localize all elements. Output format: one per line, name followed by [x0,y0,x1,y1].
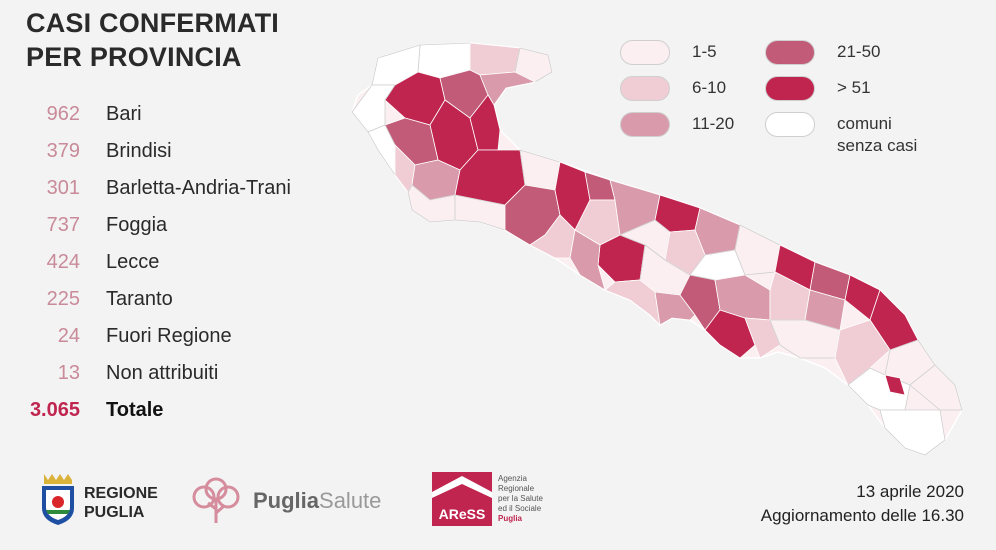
regione-puglia-crest-icon [42,474,74,525]
legend-label-line-1: comuni [837,114,892,133]
stat-value: 225 [46,288,80,310]
stat-row-lecce: 424 Lecce [0,248,340,285]
title-line-2: PER PROVINCIA [26,42,242,72]
stat-row-taranto: 225 Taranto [0,285,340,322]
total-value: 3.065 [29,399,80,421]
aress-logo-icon: AReSS [432,472,492,526]
municipality [514,47,553,83]
page-title: CASI CONFERMATI PER PROVINCIA [26,6,279,74]
municipality [569,229,606,291]
stat-label: Barletta-Andria-Trani [106,177,291,199]
stat-row-bari: 962 Bari [0,100,340,137]
aress-puglia: Puglia [498,514,523,523]
puglia-map [351,42,963,456]
puglia-salute-light: Salute [319,488,382,513]
stat-label: Non attribuiti [106,362,219,384]
stat-row-fuori-regione: 24 Fuori Regione [0,322,340,359]
stat-value: 24 [57,325,80,347]
aress-line: ed il Sociale [498,504,542,513]
update-time: Aggiornamento delle 16.30 [760,506,964,525]
stat-label: Lecce [106,251,160,273]
stat-row-foggia: 737 Foggia [0,211,340,248]
legend-label-line-2: senza casi [837,136,918,155]
stat-row-totale: 3.065 Totale [0,396,340,433]
municipality [879,409,946,456]
map-legend: 1-5 6-10 11-20 21-50 > 51 comuni senza c… [620,40,980,170]
stat-row-brindisi: 379 Brindisi [0,137,340,174]
stat-label: Foggia [106,214,168,236]
legend-swatch [765,112,815,137]
municipality [909,364,963,411]
municipality [734,224,781,276]
stat-value: 301 [46,177,80,199]
legend-label: > 51 [837,78,871,97]
legend-swatch [765,76,815,101]
municipality [407,184,456,223]
aress-logo-text: AReSS [439,506,486,522]
stat-row-non-attribuiti: 13 Non attribuiti [0,359,340,396]
stat-label: Taranto [106,288,173,310]
stat-value: 379 [46,140,80,162]
aress-line: Regionale [498,484,535,493]
update-info: 13 aprile 2020 Aggiornamento delle 16.30 [761,480,964,528]
stat-row-bat: 301 Barletta-Andria-Trani [0,174,340,211]
region-line-1: REGIONE [84,485,158,502]
legend-swatch [620,112,670,137]
legend-label: 21-50 [837,42,881,61]
puglia-salute-tree-icon [192,477,240,523]
stat-label: Bari [106,103,142,125]
aress-agency-text: Agenzia Regionale per la Salute ed il So… [498,474,543,524]
legend-label: 11-20 [692,114,735,133]
aress-line: Agenzia [498,474,527,483]
legend-label: comuni senza casi [837,113,917,157]
stat-value: 13 [57,362,80,384]
stat-value: 424 [46,251,80,273]
stat-value: 737 [46,214,80,236]
municipality [884,374,906,396]
puglia-salute-bold: Puglia [253,488,320,513]
stat-label: Brindisi [106,140,172,162]
total-label: Totale [106,399,164,421]
legend-swatch [765,40,815,65]
stat-value: 962 [46,103,80,125]
regione-puglia-logo-text: REGIONE PUGLIA [84,484,158,522]
legend-label: 6-10 [692,78,727,97]
region-line-2: PUGLIA [84,504,145,521]
legend-label: 1-5 [692,42,717,61]
municipality [744,317,781,359]
puglia-salute-logo-text: PugliaSalute [253,488,381,514]
stat-label: Fuori Regione [106,325,232,347]
title-line-1: CASI CONFERMATI [26,8,279,38]
aress-line: per la Salute [498,494,543,503]
report-date: 13 aprile 2020 [856,482,964,501]
municipality [604,279,661,327]
municipality [519,149,561,191]
legend-swatch [620,76,670,101]
municipality [469,42,521,76]
legend-swatch [620,40,670,65]
province-stats: 962 Bari 379 Brindisi 301 Barletta-Andri… [0,100,340,433]
